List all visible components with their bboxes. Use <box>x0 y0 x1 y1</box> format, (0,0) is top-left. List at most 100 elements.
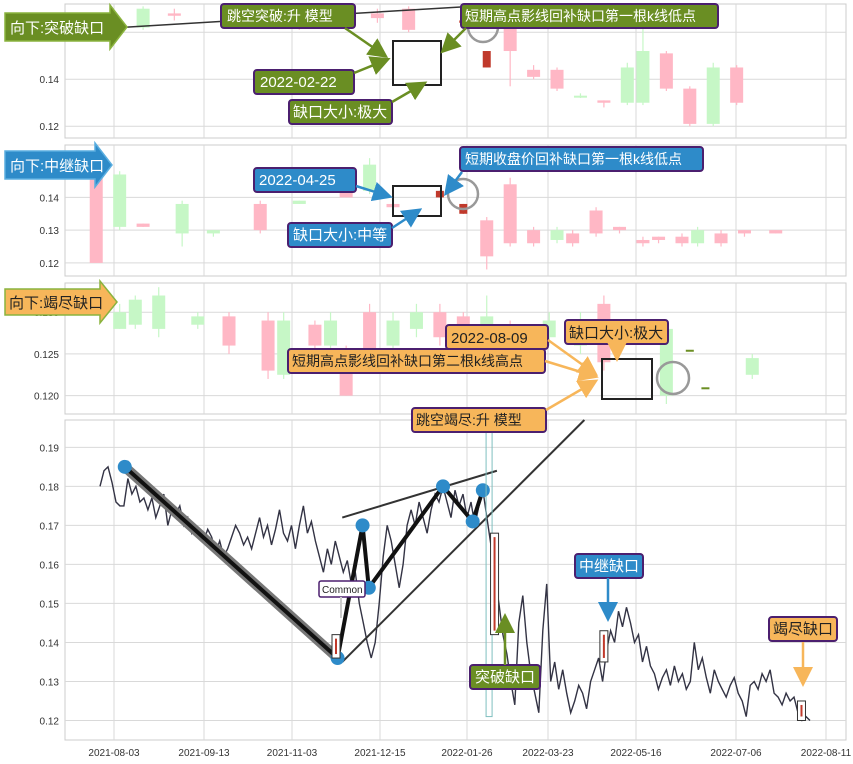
panel-2-candle-1 <box>113 174 127 227</box>
panel-2-ytick-label: 0.14 <box>40 193 60 204</box>
panel-2-candle-15 <box>589 210 603 234</box>
panel-1-title-arrow <box>4 2 128 52</box>
panel-1-gap-box <box>392 40 442 86</box>
panel-1-candle-10 <box>573 95 587 98</box>
panel-3-ytick-label: 0.125 <box>34 350 59 361</box>
panel-1-candle-0 <box>136 8 150 28</box>
panel-2-candle-11 <box>503 184 517 244</box>
panel-2-candle-2 <box>136 223 150 227</box>
panel-1-frame <box>64 3 847 139</box>
panel-3-candle-22 <box>745 358 759 375</box>
panel-4-xtick-label: 2021-08-03 <box>88 748 140 759</box>
panel-2-candle-3 <box>175 203 189 234</box>
panel-1-candle-12 <box>620 67 634 103</box>
panel-4-ytick-label: 0.17 <box>40 521 60 532</box>
breakaway-gap-label: 突破缺口 <box>475 669 535 686</box>
panel-2-ytick-label: 0.12 <box>40 259 60 270</box>
panel-3-candle-4 <box>222 316 236 346</box>
panel-3-candle-6 <box>277 320 291 375</box>
panel-1-model-arrow <box>344 26 389 58</box>
wedge-upper-line <box>341 469 498 519</box>
panel-1-rule-label-box <box>460 3 719 29</box>
panel-1-date-label: 2022-02-22 <box>260 74 337 91</box>
panel-3-date-label: 2022-08-09 <box>451 330 528 347</box>
panel-1-candle-16 <box>706 67 720 124</box>
panel-3-candle-8 <box>324 320 338 346</box>
panel-4-xtick-label: 2021-11-03 <box>267 748 318 759</box>
panel-1-candle-11 <box>597 100 611 103</box>
panel-3-model-label: 跳空竭尽:升 模型 <box>416 412 522 428</box>
panel-4-annotations: Common 突破缺口 中继缺口 竭尽缺口 <box>318 553 838 690</box>
panel-4-ytick-label: 0.19 <box>40 443 60 454</box>
panel-3-gap-candle-0 <box>685 349 694 352</box>
panel-2-frame <box>64 144 847 277</box>
panel-3-ytick-label: 0.120 <box>34 392 59 403</box>
panel-1-size-arrow <box>391 81 428 104</box>
panel-3-model-label-box <box>411 407 547 433</box>
panel-1-title: 向下:突破缺口 <box>10 20 104 37</box>
panel-2-candle-10 <box>480 220 494 257</box>
pivot-point-2 <box>355 518 370 533</box>
panel-3-model-arrow <box>545 379 599 412</box>
panel-1-candle-13 <box>636 51 650 103</box>
panel-2-candle-13 <box>550 230 564 240</box>
panel-2-rule-arrow <box>444 171 464 196</box>
panel-1-model-label-box <box>220 3 356 29</box>
panel-3-candle-2 <box>152 295 166 329</box>
panel-4-frame <box>64 419 847 741</box>
panel-1-annotations: 向下:突破缺口 跳空突破:升 模型 短期高点影线回补缺口第一根k线低点 2022… <box>4 2 719 125</box>
zigzag-line <box>123 465 485 660</box>
panel-2-candle-22 <box>737 230 751 234</box>
panel-4-ytick-label: 0.18 <box>40 482 60 493</box>
panel-1-model-label: 跳空突破:升 模型 <box>227 8 333 24</box>
panel-2-size-arrow <box>391 208 423 230</box>
panel-4-xtick-label: 2022-08-11 <box>801 748 852 759</box>
exhaustion-gap-label-box <box>768 616 838 642</box>
panel-2-title: 向下:中继缺口 <box>10 158 104 175</box>
price-line <box>99 465 811 722</box>
panel-2-candle-17 <box>636 239 650 244</box>
panel-3-size-label: 缺口大小:极大 <box>569 325 663 342</box>
panel-1-candle-15 <box>683 88 697 124</box>
panel-3-candle-13 <box>433 312 447 338</box>
panel-1-rule-arrow <box>440 27 467 54</box>
panel-3-gap-candle-1 <box>701 387 710 390</box>
panel-2-candle-20 <box>691 230 705 244</box>
panel-2-candle-5 <box>253 203 267 231</box>
panel-4-ytick-label: 0.12 <box>40 716 60 727</box>
pivot-point-5 <box>465 514 480 529</box>
panel-4-xtick-label: 2022-05-16 <box>610 748 662 759</box>
common-gap-label: Common <box>322 585 363 596</box>
grid-layer: 0.120.140.160.120.130.140.1200.1250.1300… <box>34 4 852 759</box>
panel-1-gap-candle-1 <box>482 51 491 68</box>
line-layer <box>99 419 811 722</box>
panel-1-size-label: 缺口大小:极大 <box>293 104 387 121</box>
candle-layer <box>80 3 783 404</box>
panel-4-xtick-label: 2021-12-15 <box>354 748 406 759</box>
panel-1-date-label-box <box>253 69 355 95</box>
panel-1-rule-label: 短期高点影线回补缺口第一根k线低点 <box>465 8 696 24</box>
panel-4-xtick-label: 2022-01-26 <box>441 748 493 759</box>
pivot-point-6 <box>475 483 490 498</box>
panel-2-candle-6 <box>292 200 306 204</box>
panel-3-candle-10 <box>363 312 377 354</box>
panel-2-candle-23 <box>769 230 783 234</box>
panel-2-gap-candle-0 <box>435 190 444 198</box>
panel-1-candle-17 <box>730 67 744 103</box>
panel-4-xtick-label: 2022-03-23 <box>522 748 574 759</box>
panel-2-annotations: 向下:中继缺口 短期收盘价回补缺口第一根k线低点 2022-04-25 缺口大小… <box>4 140 704 248</box>
panel-3-candle-0 <box>113 312 127 329</box>
panel-1-candle-1 <box>167 13 181 16</box>
panel-1-candle-5 <box>370 13 384 19</box>
wedge-lower-line <box>341 419 586 663</box>
panel-4-xtick-label: 2022-07-06 <box>710 748 762 759</box>
panel-2-ytick-label: 0.13 <box>40 226 60 237</box>
panel-2-candle-14 <box>566 233 580 244</box>
panel-4-ytick-label: 0.15 <box>40 599 60 610</box>
panel-1-ytick-label: 0.12 <box>40 122 60 133</box>
panel-1-candle-9 <box>550 69 564 89</box>
panel-2-date-label: 2022-04-25 <box>259 172 336 189</box>
panel-2-candle-7 <box>339 190 353 198</box>
panel-2-date-arrow <box>355 181 393 202</box>
panel-2-date-label-box <box>253 167 357 193</box>
